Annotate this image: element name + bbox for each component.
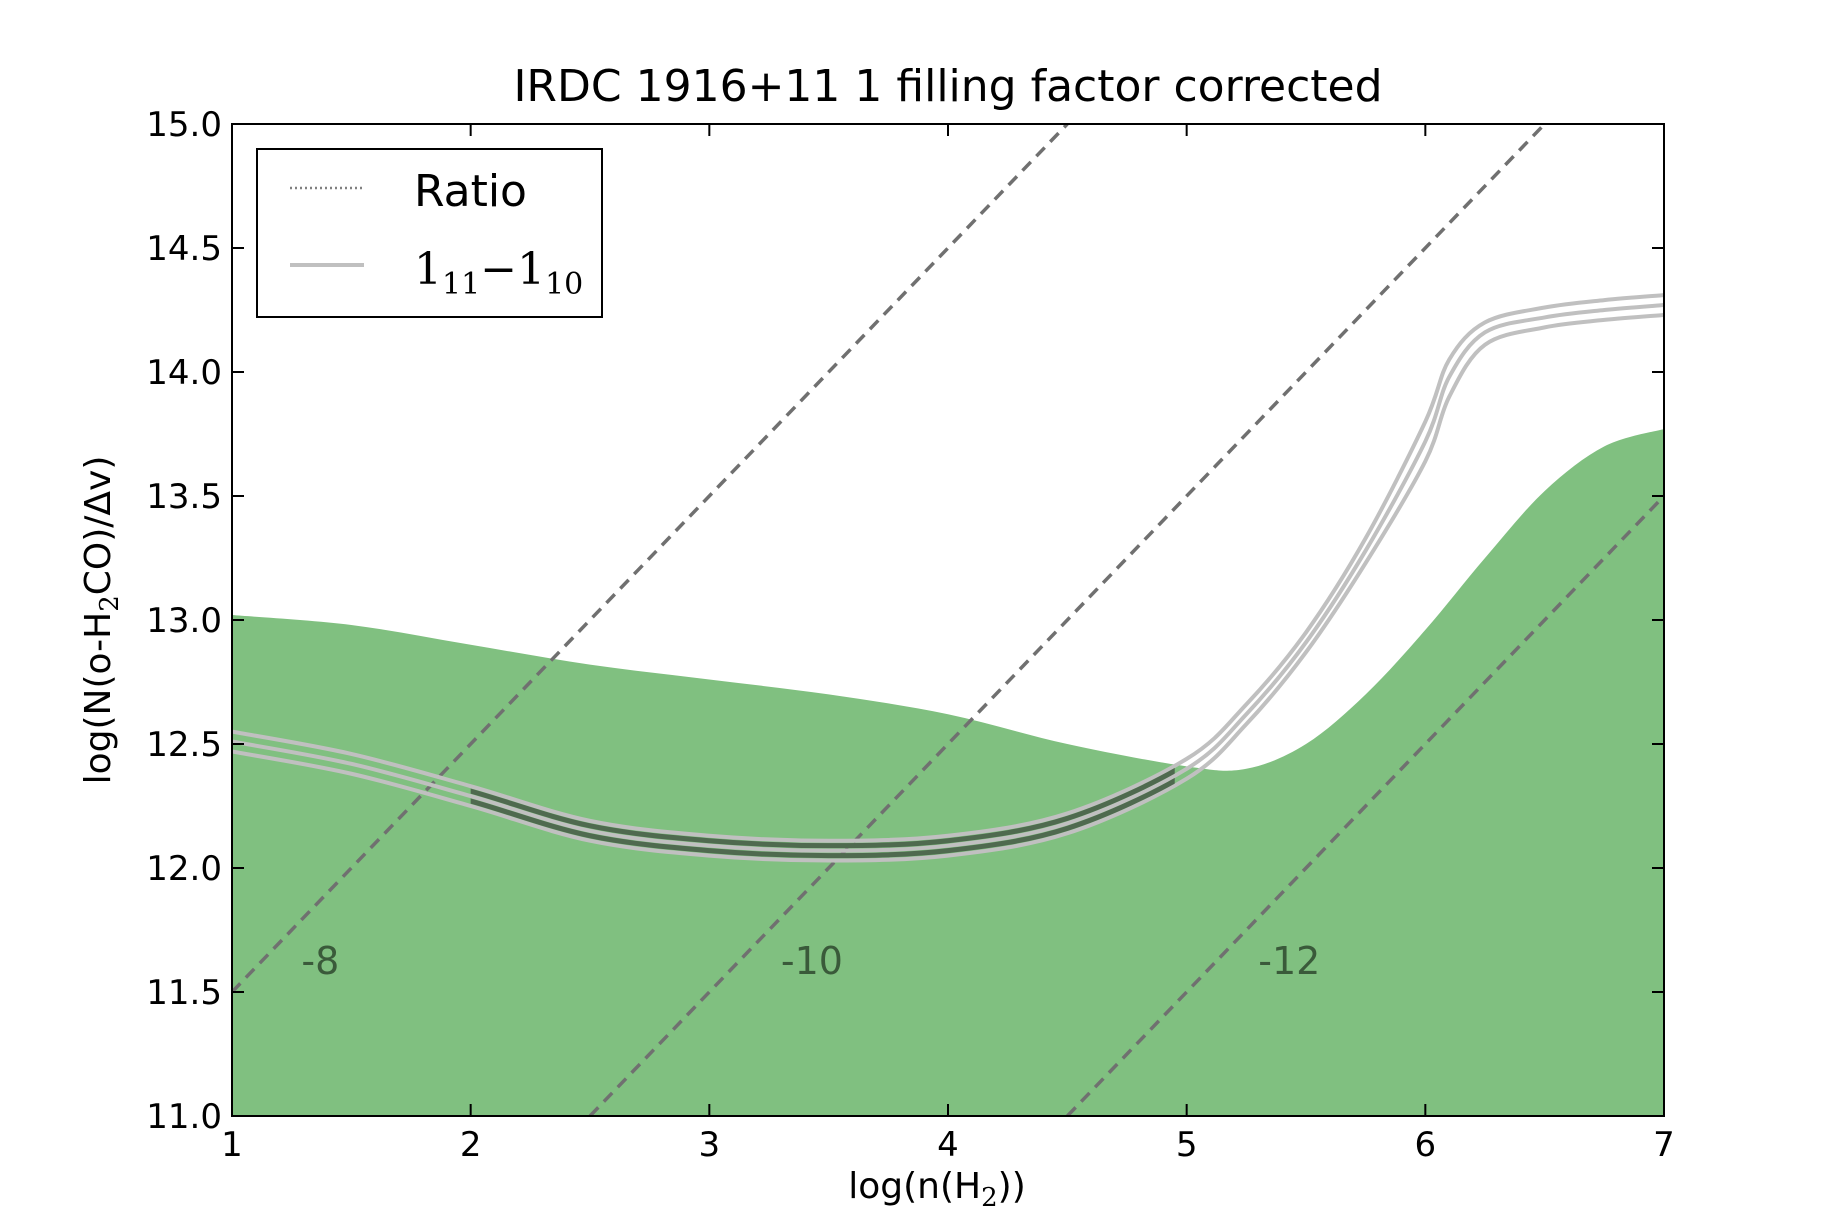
y-tick-label: 12.0 [146,849,222,889]
green-fill-region [232,429,1664,1116]
legend: Ratio 111−110 [256,148,603,318]
chart-title: IRDC 1916+11 1 filling factor corrected [513,61,1382,112]
y-tick-label: 11.0 [146,1097,222,1137]
x-axis-ticks: 1 2 3 4 5 6 7 [221,124,1675,1165]
band-curve-2 [232,312,1664,863]
y-tick-label: 12.5 [146,725,222,765]
dashed-line-2 [1066,494,1664,1116]
band-curve-1 [232,303,1664,853]
legend-ratio-label: Ratio [414,166,527,217]
band-highlight-segment-0 [470,767,1175,849]
dashed-line-0 [232,124,1069,994]
band-highlight-segment-1 [470,777,1175,859]
x-tick-label: 5 [1176,1125,1198,1165]
x-tick-label: 1 [221,1125,243,1165]
y-tick-label: 11.5 [146,973,222,1013]
dashed-line-1 [588,124,1546,1116]
x-tick-label: 7 [1653,1125,1675,1165]
x-axis-label: log(n(H2)) [848,1166,1026,1213]
legend-box [256,148,603,318]
y-tick-label: 13.0 [146,601,222,641]
x-tick-label: 4 [937,1125,959,1165]
y-tick-label: 13.5 [146,477,222,517]
y-tick-label: 14.0 [146,353,222,393]
y-axis-label: log(N(o-H2CO)/Δv) [78,456,125,785]
contour-label-0: -8 [301,939,339,983]
legend-band-label: 111−110 [414,244,583,302]
y-tick-label: 15.0 [146,105,222,145]
contour-label-2: -12 [1258,939,1320,983]
y-axis-ticks: 11.0 11.5 12.0 12.5 13.0 13.5 14.0 14.5 15.0 [146,105,1664,1137]
x-tick-label: 6 [1415,1125,1437,1165]
band-curves [232,293,1664,863]
contour-labels: -8 -10 -12 [301,939,1320,983]
band-curve-0 [232,293,1664,843]
dashed-lines [232,124,1664,1116]
y-tick-label: 14.5 [146,229,222,269]
band-highlight [470,767,1175,859]
x-tick-label: 2 [460,1125,482,1165]
contour-label-1: -10 [781,939,843,983]
x-tick-label: 3 [699,1125,721,1165]
